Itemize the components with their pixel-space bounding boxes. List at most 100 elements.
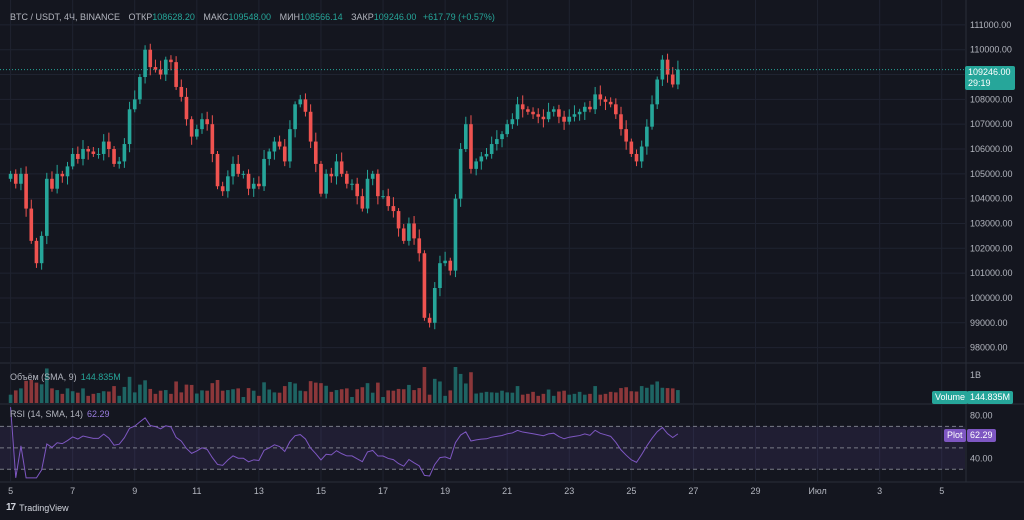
candle-body xyxy=(298,99,303,105)
candle-body xyxy=(443,260,447,264)
volume-bar xyxy=(495,392,499,403)
volume-bar xyxy=(65,388,70,403)
rsi-value-badge: 62.29 xyxy=(967,429,996,442)
volume-bar xyxy=(438,381,442,403)
volume-bar xyxy=(536,395,541,403)
candle-body xyxy=(608,101,613,105)
volume-bar xyxy=(189,384,194,403)
rsi-label: RSI (14, SMA, 14) xyxy=(10,409,84,419)
candle-body xyxy=(60,173,65,177)
volume-badge: Volume xyxy=(932,391,969,404)
candle-body xyxy=(236,163,241,174)
tradingview-logo[interactable]: 17 TradingView xyxy=(6,502,69,513)
y-tick-label: 105000.00 xyxy=(970,169,1013,179)
volume-bar xyxy=(251,390,256,403)
tradingview-brand: TradingView xyxy=(19,502,69,513)
volume-bar xyxy=(174,381,178,403)
volume-axis-label: 1B xyxy=(970,370,981,380)
candle-body xyxy=(479,156,484,162)
volume-bar xyxy=(277,392,282,403)
candle-body xyxy=(169,59,173,63)
candle-body xyxy=(562,116,566,122)
x-tick-label: 13 xyxy=(254,486,264,496)
candle-body xyxy=(500,134,504,140)
candle-body xyxy=(567,116,572,122)
change-value: +617.79 (+0.57%) xyxy=(422,12,495,22)
x-tick-label: 19 xyxy=(440,486,450,496)
candle-body xyxy=(163,59,168,75)
candle-body xyxy=(319,163,323,194)
volume-bar xyxy=(220,390,225,403)
symbol-label: BTC / USDT, 4Ч, BINANCE xyxy=(10,12,121,22)
rsi-axis-label: 80.00 xyxy=(970,411,993,421)
volume-bar xyxy=(634,391,639,403)
candle-body xyxy=(655,79,660,105)
volume-bar xyxy=(86,395,90,403)
bar-countdown: 29:19 xyxy=(968,78,991,88)
open-value: 108628.20 xyxy=(152,12,195,22)
candle-body xyxy=(495,139,499,145)
volume-bar xyxy=(122,386,127,403)
candle-body xyxy=(132,99,137,110)
candle-body xyxy=(355,183,359,197)
volume-bar xyxy=(24,380,28,403)
volume-bar xyxy=(458,373,463,403)
volume-bar xyxy=(50,388,54,403)
candle-body xyxy=(458,149,463,199)
candle-body xyxy=(484,153,489,157)
volume-bar xyxy=(546,389,551,403)
chart-legend: BTC / USDT, 4Ч, BINANCE ОТКР108628.20 МА… xyxy=(10,12,495,22)
candle-body xyxy=(231,163,235,177)
volume-bar xyxy=(257,395,261,403)
rsi-value: 62.29 xyxy=(87,409,110,419)
candle-body xyxy=(645,126,649,147)
volume-bar xyxy=(241,397,246,403)
volume-bar xyxy=(355,389,359,403)
candle-body xyxy=(614,104,618,115)
y-tick-label: 103000.00 xyxy=(970,218,1013,228)
candle-body xyxy=(474,161,478,169)
rsi-axis-label: 40.00 xyxy=(970,454,993,464)
volume-bar xyxy=(324,385,328,403)
rsi-plot-badge: Plot xyxy=(944,429,966,442)
candle-body xyxy=(376,173,380,197)
volume-bar xyxy=(288,382,292,403)
close-value: 109246.00 xyxy=(373,12,417,22)
volume-bar xyxy=(510,392,515,403)
y-tick-label: 110000.00 xyxy=(970,45,1012,55)
y-tick-label: 99000.00 xyxy=(970,318,1008,328)
candle-body xyxy=(195,129,199,137)
candle-body xyxy=(505,124,510,135)
candle-body xyxy=(215,153,220,187)
candle-body xyxy=(24,173,28,209)
candle-body xyxy=(407,223,411,241)
volume-bar xyxy=(293,383,297,403)
volume-bar xyxy=(422,367,427,403)
volume-bar xyxy=(34,382,39,403)
volume-value: 144.835M xyxy=(80,372,121,382)
x-tick-label: 29 xyxy=(750,486,760,496)
candle-body xyxy=(401,228,406,241)
volume-bar xyxy=(117,395,122,403)
rsi-badge-label: Plot xyxy=(947,430,963,440)
rsi-line xyxy=(10,407,679,479)
candle-body xyxy=(313,141,318,164)
volume-value-badge: 144.835M xyxy=(967,391,1014,404)
candle-body xyxy=(531,111,535,115)
candle-body xyxy=(360,196,365,209)
volume-bar xyxy=(614,392,618,403)
y-tick-label: 102000.00 xyxy=(970,243,1013,253)
x-tick-label: 5 xyxy=(8,486,13,496)
candle-body xyxy=(158,69,163,75)
volume-bar xyxy=(370,392,375,403)
candle-body xyxy=(339,161,344,174)
volume-bar xyxy=(484,391,489,403)
candle-body xyxy=(189,119,194,137)
x-tick-label: 3 xyxy=(877,486,882,496)
candle-body xyxy=(107,141,111,150)
volume-bar xyxy=(582,394,587,403)
volume-bar xyxy=(215,380,220,403)
volume-bar xyxy=(205,390,209,403)
volume-bar xyxy=(660,387,665,403)
